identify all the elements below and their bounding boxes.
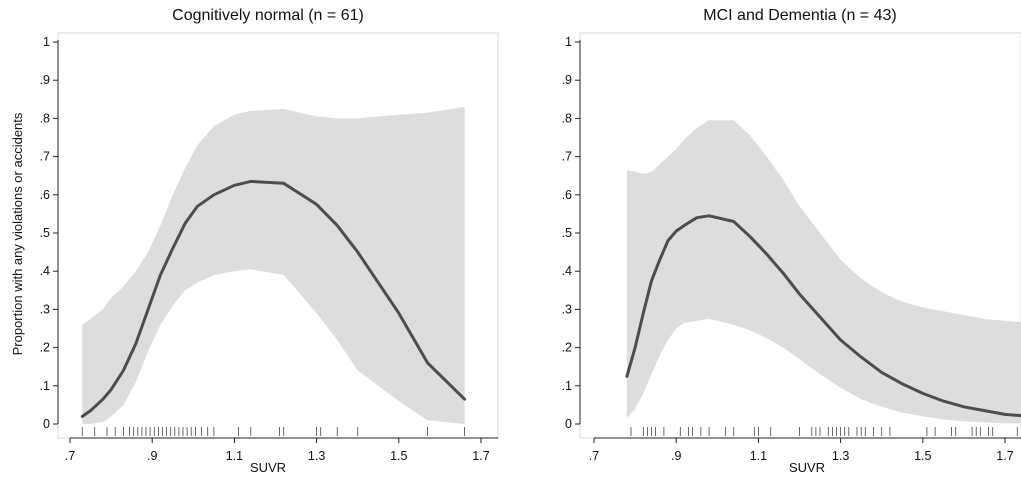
y-axis: 0 .1 .2 .3 .4 .5 .6 .7 .8 .9 1 [562,35,581,431]
x-tick-label: 1.3 [832,449,849,463]
x-tick-label: .7 [589,449,599,463]
y-tick-label: .5 [562,226,572,240]
y-tick-label: .2 [40,341,50,355]
fitted-line-layer [80,179,467,418]
y-axis: 0 .1 .2 .3 .4 .5 .6 .7 .8 .9 1 [40,35,59,431]
y-tick-label: 0 [565,417,572,431]
y-tick-label: .5 [40,226,50,240]
y-tick-label: .4 [562,264,572,278]
x-tick-label: .9 [671,449,681,463]
confidence-band [626,120,1021,424]
panel-title: Cognitively normal (n = 61) [172,7,364,24]
x-axis: .7 .9 1.1 1.3 1.5 1.7 [589,437,1021,463]
x-tick-label: .7 [65,449,75,463]
x-tick-label: 1.5 [914,449,931,463]
x-tick-label: 1.1 [226,449,243,463]
y-tick-label: .9 [562,73,572,87]
y-tick-label: .8 [562,111,572,125]
y-tick-label: .2 [562,341,572,355]
x-axis-label: SUVR [250,460,286,475]
y-tick-label: .6 [562,188,572,202]
fitted-line [625,214,1021,418]
confidence-band-layer [626,120,1021,424]
fitted-line-layer [625,214,1021,418]
x-axis: .7 .9 1.1 1.3 1.5 1.7 [65,437,498,463]
panel-title: MCI and Dementia (n = 43) [703,7,896,24]
x-tick-label: 1.1 [750,449,767,463]
y-tick-label: .7 [562,150,572,164]
y-tick-label: .9 [40,73,50,87]
confidence-band [82,106,465,425]
y-tick-label: .3 [562,302,572,316]
panel-mci-dementia: MCI and Dementia (n = 43) SUVR 0 .1 .2 .3 .4… [562,7,1021,475]
x-tick-label: 1.3 [308,449,325,463]
y-tick-label: .1 [40,379,50,393]
x-tick-label: 1.7 [996,449,1013,463]
x-tick-label: .9 [147,449,157,463]
y-tick-label: 1 [565,35,572,49]
fitted-line [80,179,467,418]
panel-cognitively-normal: Cognitively normal (n = 61) Proportion w… [10,7,499,475]
x-tick-label: 1.7 [472,449,489,463]
y-tick-label: .3 [40,302,50,316]
y-tick-label: 1 [43,35,50,49]
x-axis-label: SUVR [789,460,825,475]
y-tick-label: .6 [40,188,50,202]
y-axis-label: Proportion with any violations or accide… [10,112,25,355]
y-tick-label: .7 [40,150,50,164]
y-tick-label: .1 [562,379,572,393]
y-tick-label: .8 [40,111,50,125]
y-tick-label: .4 [40,264,50,278]
rug-layer [630,427,1018,436]
rug-layer [81,427,466,436]
x-tick-label: 1.5 [390,449,407,463]
y-tick-label: 0 [43,417,50,431]
confidence-band-layer [82,106,465,425]
